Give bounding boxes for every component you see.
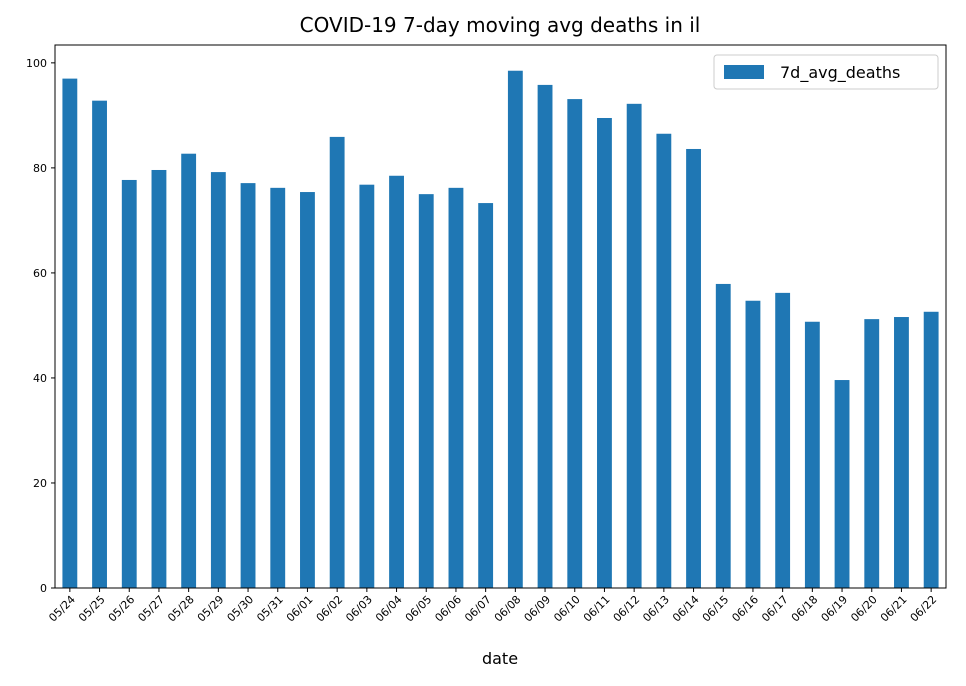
bar [834,380,850,588]
bar [597,117,612,588]
x-tick-label: 06/04 [373,593,405,625]
x-tick-label: 06/19 [819,593,851,625]
x-tick-label: 06/13 [640,593,672,625]
x-tick-label: 06/06 [432,593,464,625]
y-tick-label: 40 [33,372,47,385]
bar [121,179,137,588]
x-tick-label: 05/24 [46,593,78,625]
bar [537,84,553,589]
legend-box [713,54,939,90]
bar [775,292,791,588]
bar [804,321,820,588]
plot-frame [54,44,947,589]
bar [92,100,107,588]
y-tick-label: 80 [33,162,47,175]
bar [626,103,642,588]
y-tick-label: 20 [33,477,47,490]
x-tick-label: 06/01 [284,593,316,625]
chart-title: COVID-19 7-day moving avg deaths in il [300,13,701,37]
x-tick-label: 05/28 [165,593,197,625]
x-tick-label: 05/30 [225,593,257,625]
x-tick-label: 05/31 [254,593,286,625]
x-tick-label: 06/22 [908,593,940,625]
bar [210,172,226,588]
x-tick-label: 05/25 [76,593,108,625]
y-tick-label: 60 [33,267,47,280]
y-tick-label: 0 [40,582,47,595]
x-tick-label: 06/15 [700,593,732,625]
x-tick-label: 06/16 [729,593,761,625]
bar [240,183,256,588]
bar [745,300,761,588]
bar [478,203,494,588]
x-tick-label: 06/10 [551,593,583,625]
x-tick-label: 06/17 [759,593,791,625]
x-tick-label: 06/21 [878,593,910,625]
y-tick-label: 100 [26,57,47,70]
x-tick-label: 06/11 [581,593,613,625]
x-tick-label: 06/18 [789,593,821,625]
bar [62,78,78,588]
x-tick-label: 06/14 [670,593,702,625]
x-tick-label: 06/09 [522,593,554,625]
x-tick-label: 05/26 [106,593,138,625]
x-tick-label: 05/29 [195,593,227,625]
bar [359,184,375,588]
bar [507,70,523,588]
x-tick-label: 06/05 [403,593,435,625]
bar [715,283,731,588]
x-tick-label: 06/02 [314,593,346,625]
bar [894,317,909,588]
x-tick-label: 05/27 [135,593,167,625]
bar [418,194,434,588]
x-tick-label: 06/03 [343,593,375,625]
bar [329,136,345,588]
bar [270,187,286,588]
x-axis-label: date [482,649,518,668]
bar [389,175,404,589]
x-tick-label: 06/20 [848,593,880,625]
bar [181,153,197,589]
x-tick-label: 06/07 [462,593,494,625]
bar [923,311,939,588]
x-tick-label: 06/12 [611,593,643,625]
legend-label: 7d_avg_deaths [780,63,900,83]
x-tick-label: 06/08 [492,593,524,625]
bar [151,169,167,588]
bar [567,99,583,589]
bar [686,148,701,588]
bar [656,133,672,588]
bar [448,187,464,588]
legend-swatch [724,65,764,79]
bar [300,192,315,588]
bar [864,319,880,588]
